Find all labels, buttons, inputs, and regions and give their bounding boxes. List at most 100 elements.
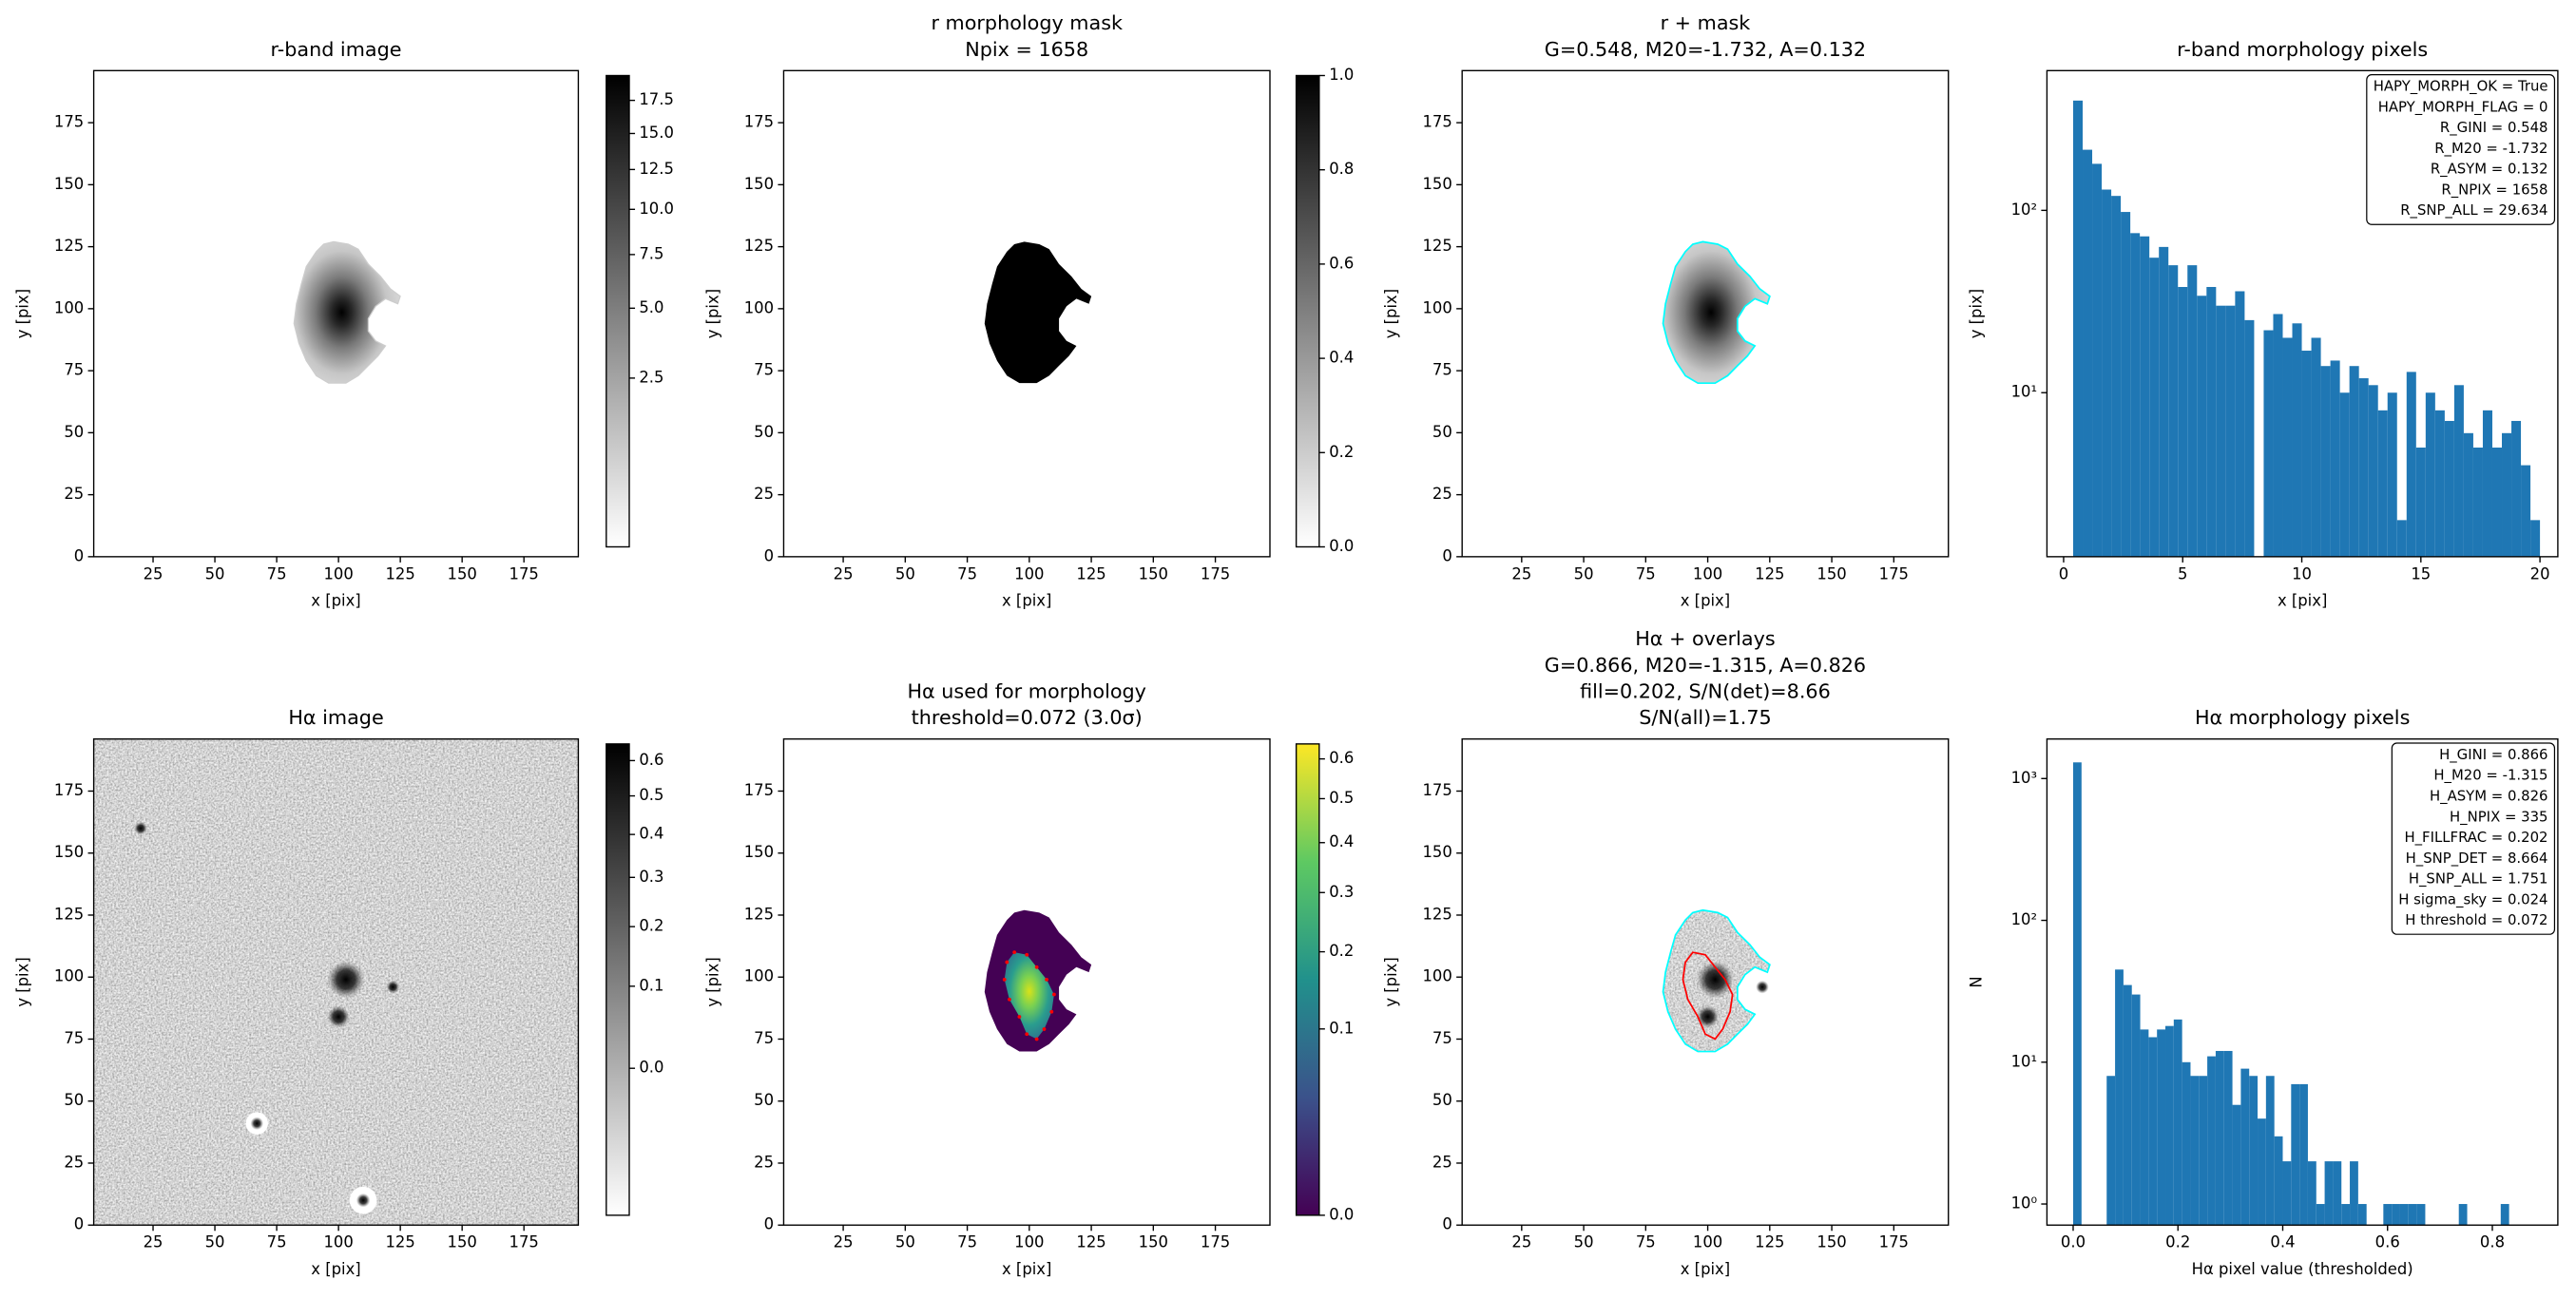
colorbar-tick-label: 0.1 <box>639 976 663 994</box>
x-tick-label: 75 <box>1636 1233 1656 1251</box>
bar <box>2339 392 2350 557</box>
x-tick-label: 5 <box>2178 564 2187 583</box>
bar <box>2225 305 2236 557</box>
bar <box>2292 323 2302 557</box>
panel-title: r-band image <box>271 38 402 61</box>
x-axis-label: x [pix] <box>1681 592 1730 610</box>
y-tick-label: 100 <box>744 967 774 985</box>
y-tick-label: 150 <box>54 843 84 861</box>
stats-line: H sigma_sky = 0.024 <box>2398 890 2547 907</box>
bar <box>2316 1204 2325 1226</box>
colorbar-tick-label: 7.5 <box>639 244 663 262</box>
panel-title: G=0.866, M20=-1.315, A=0.826 <box>1545 654 1866 677</box>
bar <box>2207 1056 2216 1226</box>
panel-title: S/N(all)=1.75 <box>1639 706 1772 729</box>
stats-line: R_GINI = 0.548 <box>2440 119 2548 136</box>
colorbar-tick-label: 0.4 <box>1329 349 1354 367</box>
y-tick-label: 75 <box>64 1029 84 1047</box>
bar <box>2115 969 2124 1226</box>
contour-dot <box>1045 977 1048 982</box>
bar <box>2341 1204 2351 1226</box>
source <box>327 1005 350 1028</box>
bar <box>2399 1204 2409 1226</box>
colorbar-tick-label: 0.2 <box>1329 942 1354 960</box>
bar <box>2182 1061 2191 1226</box>
x-tick-label: 100 <box>1693 564 1722 583</box>
axes-frame <box>1461 737 1950 1226</box>
stats-line: R_NPIX = 1658 <box>2441 181 2547 198</box>
y-tick-label: 10³ <box>2011 769 2037 787</box>
x-axis-label: x [pix] <box>1002 592 1051 610</box>
stats-line: H_NPIX = 335 <box>2450 808 2548 825</box>
y-tick-label: 175 <box>744 781 774 799</box>
plot-area <box>293 240 401 384</box>
x-tick-label: 150 <box>1139 564 1168 583</box>
panel-title: r + mask <box>1661 11 1751 34</box>
source <box>1696 1005 1720 1028</box>
stats-line: H_SNP_DET = 8.664 <box>2406 850 2548 867</box>
y-tick-label: 50 <box>64 1091 84 1109</box>
source <box>386 980 400 994</box>
contour-dot <box>1025 952 1029 957</box>
colorbar-tick-label: 1.0 <box>1329 66 1354 84</box>
x-tick-label: 75 <box>1636 564 1656 583</box>
y-tick-label: 0 <box>74 546 84 564</box>
colorbar-tick-label: 0.3 <box>639 868 663 886</box>
colorbar-tick-label: 0.6 <box>1329 254 1354 272</box>
plot-area <box>984 241 1092 384</box>
bar <box>2249 1076 2259 1226</box>
bar <box>2482 410 2492 557</box>
x-tick-label: 0 <box>2059 564 2068 583</box>
y-tick-label: 100 <box>1422 298 1451 316</box>
bar <box>2416 1204 2426 1226</box>
stats-line: H_ASYM = 0.826 <box>2430 788 2548 805</box>
source <box>250 1117 264 1130</box>
stats-line: H_M20 = -1.315 <box>2433 767 2547 784</box>
y-tick-label: 150 <box>1422 843 1451 861</box>
bar <box>2311 337 2321 557</box>
x-tick-label: 25 <box>1511 1233 1531 1251</box>
x-tick-label: 175 <box>509 1233 539 1251</box>
x-tick-label: 0.4 <box>2270 1233 2295 1251</box>
bar <box>2387 392 2397 557</box>
stats-line: H_GINI = 0.866 <box>2439 746 2547 763</box>
bar <box>2083 149 2093 557</box>
x-tick-label: 125 <box>1076 1233 1105 1251</box>
x-tick-label: 125 <box>385 1233 414 1251</box>
bar <box>2072 100 2084 557</box>
stats-line: R_ASYM = 0.132 <box>2431 161 2548 178</box>
stats-box <box>2391 742 2556 935</box>
x-tick-label: 125 <box>1076 564 1105 583</box>
bar <box>2282 1161 2292 1226</box>
colorbar-tick-label: 2.5 <box>639 368 663 386</box>
y-tick-label: 25 <box>754 485 774 503</box>
contour-dot <box>1025 1032 1029 1037</box>
x-tick-label: 75 <box>957 564 977 583</box>
y-axis-label: y [pix] <box>1382 289 1400 338</box>
y-tick-label: 75 <box>64 361 84 379</box>
y-tick-label: 100 <box>1422 967 1451 985</box>
stats-line: HAPY_MORPH_OK = True <box>2374 78 2548 95</box>
contour-dot <box>1002 977 1007 982</box>
bar <box>2123 984 2132 1226</box>
bar <box>2368 385 2378 557</box>
bar <box>2299 1083 2308 1226</box>
contour-dot <box>1005 960 1009 965</box>
y-tick-label: 100 <box>54 967 84 985</box>
source <box>356 1193 371 1208</box>
bar <box>2377 410 2388 557</box>
x-tick-label: 75 <box>267 564 287 583</box>
y-tick-label: 25 <box>64 1153 84 1171</box>
colorbar-tick-label: 0.6 <box>639 751 663 769</box>
colorbar <box>606 743 630 1216</box>
plot-area <box>93 738 579 1226</box>
bar <box>2408 1204 2417 1226</box>
y-tick-label: 150 <box>54 175 84 193</box>
bar <box>2502 432 2512 557</box>
bar <box>2148 1037 2158 1226</box>
y-axis-label: N <box>1967 976 1985 987</box>
y-tick-label: 125 <box>1422 905 1451 923</box>
y-tick-label: 0 <box>1442 546 1451 564</box>
colorbar-tick-label: 0.5 <box>639 786 663 804</box>
bar <box>2235 291 2245 557</box>
